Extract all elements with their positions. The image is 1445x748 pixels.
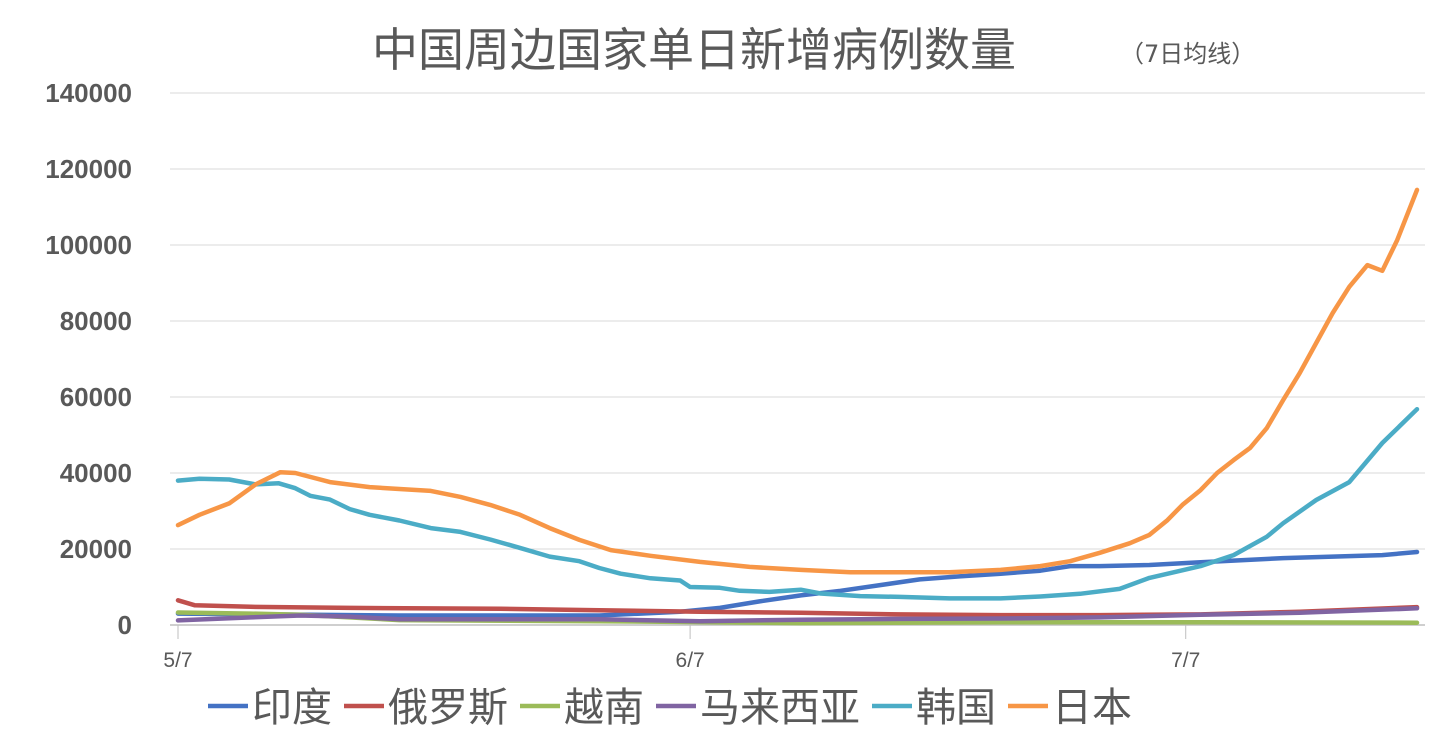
y-tick-label: 60000 [60,382,132,412]
series-line-4 [175,406,1420,601]
legend-label: 越南 [564,685,644,731]
y-tick-label: 120000 [45,154,132,184]
legend-label: 马来西亚 [700,685,860,731]
legend-item[interactable]: 日本 [1008,685,1132,731]
series-lines [175,187,1420,626]
legend-item[interactable]: 马来西亚 [656,685,860,731]
x-tick-label: 7/7 [1171,649,1200,672]
legend: 印度 俄罗斯 越南 马来西亚 韩国 日本 [208,685,1132,731]
y-axis-ticks: 0 20000 40000 60000 80000 100000 120000 140000 [45,78,132,640]
legend-label: 俄罗斯 [388,685,508,731]
legend-label: 印度 [252,685,332,731]
legend-item[interactable]: 印度 [208,685,332,731]
legend-item[interactable]: 俄罗斯 [344,685,508,731]
y-tick-label: 0 [118,610,132,640]
y-tick-label: 100000 [45,230,132,260]
legend-item[interactable]: 韩国 [872,685,996,731]
x-tick-label: 6/7 [676,649,705,672]
y-tick-label: 20000 [60,534,132,564]
legend-label: 韩国 [916,685,996,731]
chart-subtitle: （7日均线） [1120,40,1255,68]
series-line-5 [175,187,1420,575]
x-axis: 5/7 6/7 7/7 [163,624,1425,672]
chart-title: 中国周边国家单日新增病例数量 [372,23,1016,77]
legend-label: 日本 [1052,685,1132,731]
series-line-3 [175,606,1420,624]
legend-item[interactable]: 越南 [520,685,644,731]
y-tick-label: 40000 [60,458,132,488]
y-tick-label: 140000 [45,78,132,108]
y-tick-label: 80000 [60,306,132,336]
gridlines [170,92,1425,550]
x-tick-label: 5/7 [163,649,192,672]
